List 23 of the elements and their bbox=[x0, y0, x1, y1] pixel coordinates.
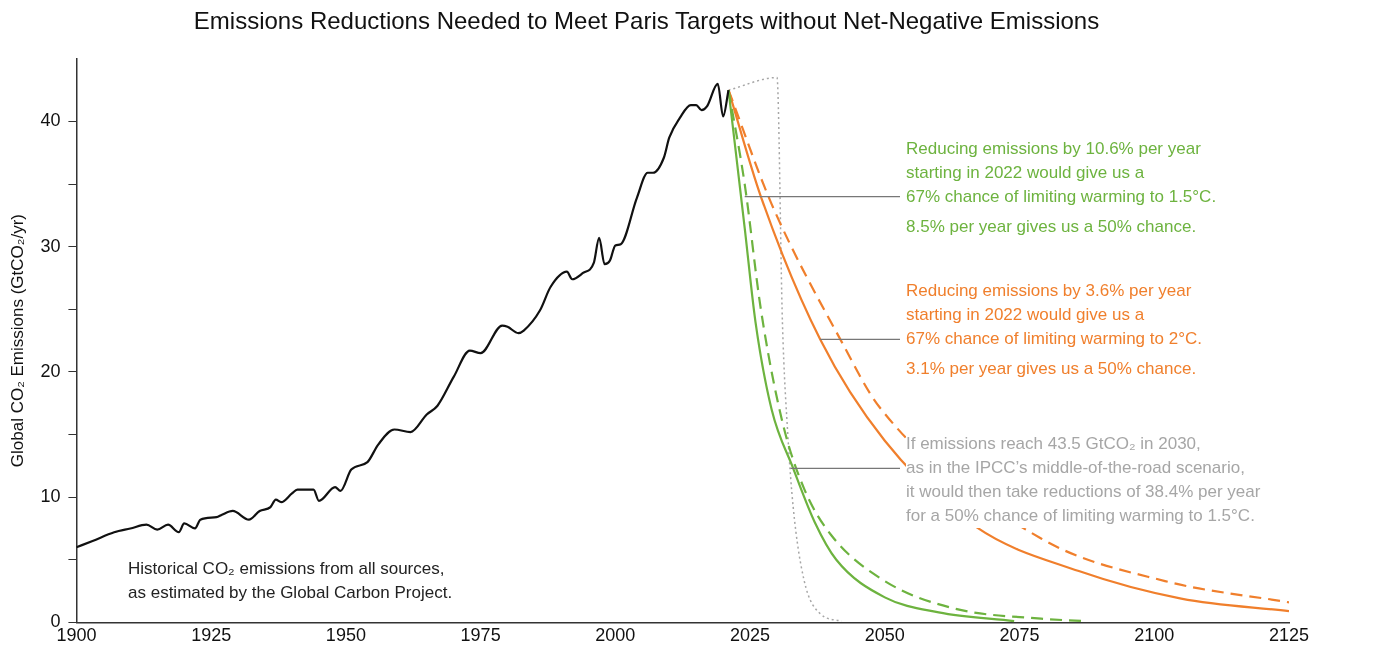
x-tick-label: 1925 bbox=[191, 625, 232, 646]
line-series bbox=[76, 82, 730, 549]
chart-title: Emissions Reductions Needed to Meet Paris Targets without Net-Negative Emissions bbox=[193, 7, 1100, 35]
x-tick-label: 2100 bbox=[1134, 625, 1175, 646]
annotation: 8.5% per year gives us a 50% chance. bbox=[906, 214, 1197, 239]
y-tick-label: 10 bbox=[40, 486, 61, 507]
annotation: 3.1% per year gives us a 50% chance. bbox=[906, 357, 1197, 382]
y-axis-title: Global CO₂ Emissions (GtCO₂/yr) bbox=[7, 214, 27, 468]
x-tick-label: 2125 bbox=[1268, 625, 1310, 646]
y-tick-label: 30 bbox=[40, 235, 61, 256]
y-tick-label: 20 bbox=[40, 360, 61, 381]
x-tick-label: 2025 bbox=[730, 625, 771, 646]
x-tick-label: 2050 bbox=[864, 625, 905, 646]
x-tick-label: 1975 bbox=[460, 625, 501, 646]
annotation: If emissions reach 43.5 GtCO₂ in 2030, as in the IPCC’s middle-of-the-road scenario, it would then take reductions of 38.4% per year for a 50% chance of limiting warming to 1.5°C. bbox=[906, 432, 1261, 529]
x-tick-label: 1950 bbox=[325, 625, 366, 646]
line-series bbox=[727, 76, 843, 622]
x-tick-label: 2075 bbox=[999, 625, 1040, 646]
annotation: Reducing emissions by 3.6% per year starting in 2022 would give us a 67% chance of limiting warming to 2°C. bbox=[906, 279, 1202, 352]
annotation: Reducing emissions by 10.6% per year starting in 2022 would give us a 67% chance of limiting warming to 1.5°C. bbox=[906, 136, 1217, 209]
y-tick-label: 40 bbox=[40, 110, 61, 131]
x-tick-label: 2000 bbox=[595, 625, 636, 646]
annotation: Historical CO₂ emissions from all sources, as estimated by the Global Carbon Project. bbox=[128, 557, 453, 605]
